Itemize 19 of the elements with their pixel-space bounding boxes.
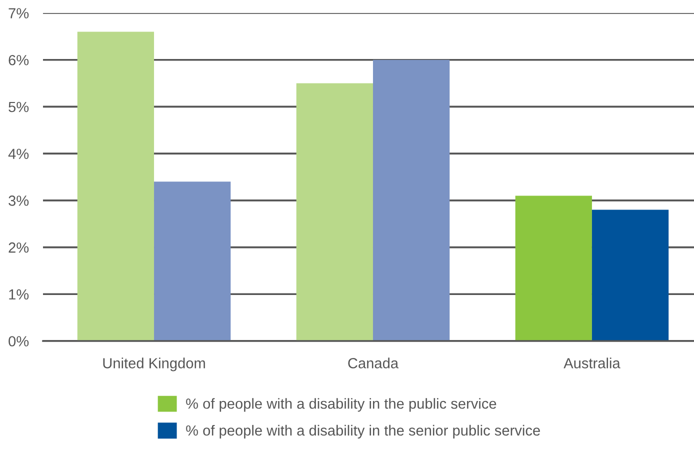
x-tick-label: Australia xyxy=(564,358,620,368)
y-tick-label: 0% xyxy=(8,336,29,346)
y-tick-label: 4% xyxy=(8,148,29,159)
y-tick-label: 2% xyxy=(8,242,29,253)
bar xyxy=(515,196,592,341)
bar xyxy=(154,182,231,341)
bar xyxy=(77,32,154,341)
legend-label: % of people with a disability in the senior public service xyxy=(186,424,540,439)
x-tick-label: Canada xyxy=(348,358,399,368)
bar xyxy=(296,83,373,341)
y-tick-label: 1% xyxy=(9,289,29,300)
bar xyxy=(592,210,669,341)
bar xyxy=(372,60,450,341)
y-tick-label: 7% xyxy=(8,8,29,18)
y-tick-label: 5% xyxy=(8,102,29,112)
legend-label: % of people with a disability in the public service xyxy=(186,398,496,412)
y-tick-label: 3% xyxy=(8,196,29,206)
y-tick-label: 6% xyxy=(8,54,29,66)
x-tick-label: United Kingdom xyxy=(103,358,205,372)
